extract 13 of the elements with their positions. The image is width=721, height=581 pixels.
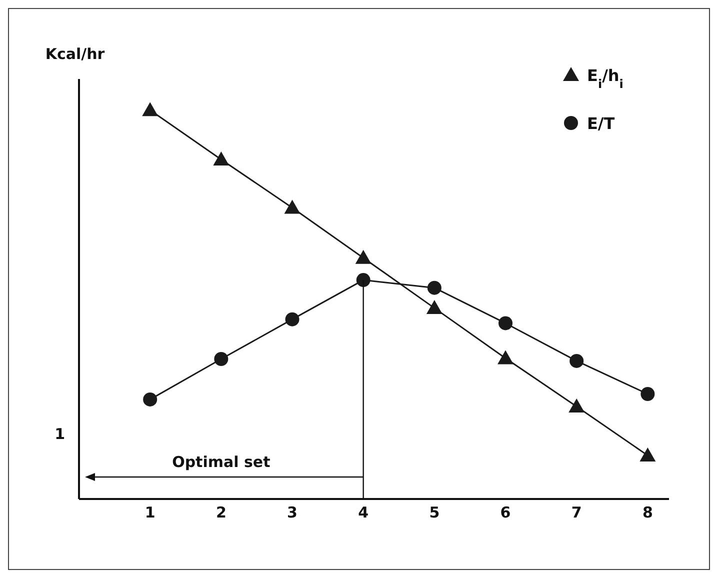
x-tick-label: 2 <box>216 504 226 522</box>
x-tick-label: 3 <box>287 504 298 522</box>
x-tick-label: 8 <box>642 504 653 522</box>
annotation: Optimal set <box>172 453 270 471</box>
x-tick-label: 1 <box>144 504 156 522</box>
x-tick-label: 7 <box>571 504 582 522</box>
x-tick-label: 4 <box>358 504 369 522</box>
text: 1 <box>54 425 65 443</box>
x-tick-label: 5 <box>429 504 440 522</box>
legend-label: E$_{i}$/h$_{i}$ <box>587 66 624 91</box>
y-axis-title: Kcal/hr <box>45 45 106 63</box>
x-tick-label: 6 <box>500 504 511 522</box>
legend-label: E/T <box>587 114 615 133</box>
